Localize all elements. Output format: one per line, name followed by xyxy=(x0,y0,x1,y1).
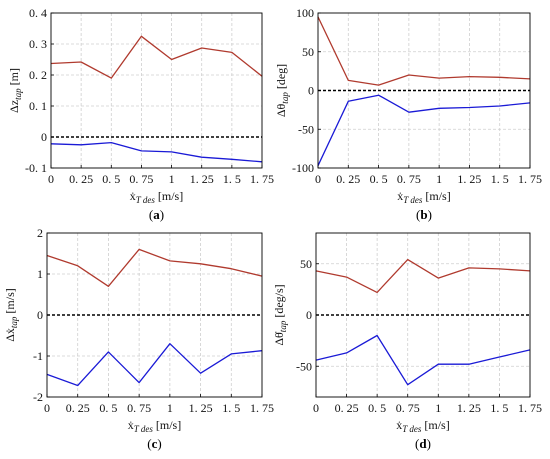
x-tick-label: 0 xyxy=(313,401,319,415)
x-tick-label: 0. 5 xyxy=(102,172,120,186)
lower-bound-series-line xyxy=(46,343,263,387)
x-tick-label: 1. 5 xyxy=(223,172,241,186)
x-tick-label: 0. 75 xyxy=(397,172,421,186)
x-tick-label: 1. 5 xyxy=(491,172,509,186)
x-tick-label: 1 xyxy=(169,172,175,186)
x-tick-label: 0. 5 xyxy=(370,172,388,186)
panel-b-chart: 0 0. 25 0. 5 0. 75 1 1. 25 1. 5 1. 75 -100 -50 0 50… xyxy=(274,6,542,222)
y-axis-label: Δẋtap [m/s] xyxy=(3,288,19,342)
lower-bound-series-line xyxy=(317,94,531,166)
y-tick-label: -50 xyxy=(296,359,312,373)
x-tick-label: 0. 5 xyxy=(99,401,117,415)
x-tick-label: 1. 75 xyxy=(518,401,542,415)
y-tick-label: 1 xyxy=(37,267,43,281)
y-tick-label: -100 xyxy=(292,161,314,175)
y-tick-label: 50 xyxy=(300,257,312,271)
panel-label: (a) xyxy=(149,207,164,222)
y-axis-label: Δztap [m] xyxy=(7,68,23,113)
x-tick-label: 0. 5 xyxy=(368,401,386,415)
x-tick-label: 0. 25 xyxy=(66,401,90,415)
y-tick-label: 0 xyxy=(306,308,312,322)
x-tick-label: 0. 25 xyxy=(69,172,93,186)
x-axis-label: ẋT des [m/s] xyxy=(397,189,450,205)
x-tick-label: 0 xyxy=(315,172,321,186)
panel-label: (d) xyxy=(415,436,431,451)
x-tick-label: 0 xyxy=(44,401,50,415)
y-tick-label: 50 xyxy=(302,45,314,59)
y-axis-label: Δθ̇tap [deg/s] xyxy=(272,284,288,345)
plot-frame xyxy=(50,12,263,169)
x-tick-label: 1. 5 xyxy=(490,401,508,415)
x-tick-label: 1. 75 xyxy=(518,172,542,186)
upper-bound-series-line xyxy=(315,258,531,294)
y-axis-label: Δθtap [deg] xyxy=(274,64,290,117)
x-axis-label: ẋT des [m/s] xyxy=(396,418,449,434)
y-tick-label: 0. 4 xyxy=(29,6,47,20)
y-tick-label: -0. 1 xyxy=(25,161,47,175)
y-tick-label: 2 xyxy=(37,226,43,240)
y-tick-label: 0 xyxy=(308,84,314,98)
y-tick-label: -2 xyxy=(33,390,43,404)
x-tick-label: 0 xyxy=(48,172,54,186)
y-tick-label: 0 xyxy=(41,130,47,144)
x-tick-label: 1. 25 xyxy=(189,401,213,415)
x-tick-label: 0. 75 xyxy=(396,401,420,415)
panel-label: (c) xyxy=(147,436,161,451)
y-tick-label: 0. 3 xyxy=(29,37,47,51)
x-tick-label: 1. 25 xyxy=(457,172,481,186)
x-tick-label: 1. 25 xyxy=(190,172,214,186)
y-tick-label: 0. 2 xyxy=(29,68,47,82)
upper-bound-series-line xyxy=(317,16,531,86)
y-tick-label: -1 xyxy=(33,349,43,363)
y-tick-label: 100 xyxy=(296,6,314,20)
x-tick-label: 1. 5 xyxy=(222,401,240,415)
lower-bound-series-line xyxy=(50,141,263,163)
y-tick-label: 0 xyxy=(37,308,43,322)
y-tick-label: 0. 1 xyxy=(29,99,47,113)
lower-bound-series-line xyxy=(315,334,531,386)
x-tick-label: 0. 25 xyxy=(335,401,359,415)
panel-c-chart: 0 0. 25 0. 5 0. 75 1 1. 25 1. 5 1. 75 -2 -1 0 1 2 Δẋt… xyxy=(3,226,274,451)
y-tick-label: -50 xyxy=(298,122,314,136)
x-tick-label: 1. 25 xyxy=(457,401,481,415)
x-tick-label: 1. 75 xyxy=(250,401,274,415)
x-tick-label: 1. 75 xyxy=(250,172,274,186)
upper-bound-series-line xyxy=(50,35,263,79)
x-tick-label: 0. 75 xyxy=(127,401,151,415)
x-tick-label: 1 xyxy=(436,172,442,186)
x-tick-label: 0. 75 xyxy=(129,172,153,186)
x-axis-label: ẋT des [m/s] xyxy=(128,418,181,434)
x-tick-label: 1 xyxy=(435,401,441,415)
x-tick-label: 0. 25 xyxy=(336,172,360,186)
x-axis-label: ẋT des [m/s] xyxy=(130,189,183,205)
panel-label: (b) xyxy=(416,207,432,222)
x-tick-label: 1 xyxy=(167,401,173,415)
panel-a-chart: 0 0. 25 0. 5 0. 75 1 1. 25 1. 5 1. 75-0. 100. 1… xyxy=(7,6,274,222)
panel-d-chart: 0 0. 25 0. 5 0. 75 1 1. 25 1. 5 1. 75 -50 0 50 Δθ̇t… xyxy=(272,232,542,451)
upper-bound-series-line xyxy=(46,248,263,287)
